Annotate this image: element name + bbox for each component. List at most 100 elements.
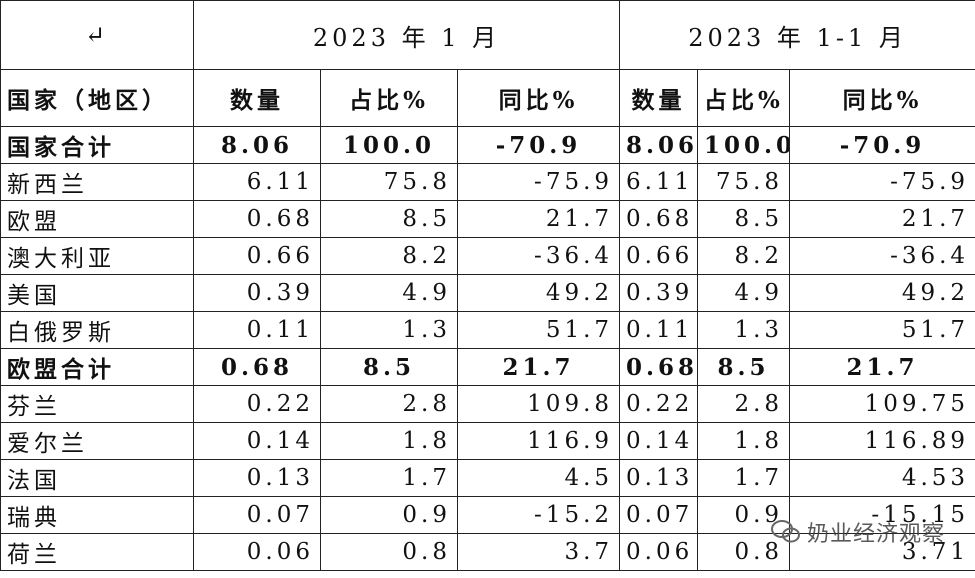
value-cell: 8.06 xyxy=(619,126,699,164)
table-row: 芬兰 0.22 2.8 109.8 0.22 2.8 109.75 xyxy=(0,385,975,423)
value-cell: 8.06 xyxy=(193,126,321,164)
value-cell: 8.5 xyxy=(320,348,458,386)
value-cell: 109.75 xyxy=(789,385,975,423)
value-cell: 0.66 xyxy=(619,237,699,275)
value-cell: 49.2 xyxy=(456,274,621,312)
value-cell: 8.2 xyxy=(697,237,791,275)
value-cell: 0.8 xyxy=(320,533,458,571)
value-cell: 116.9 xyxy=(456,422,621,460)
value-cell: 51.7 xyxy=(456,311,621,349)
region-cell: 法国 xyxy=(0,459,194,497)
region-cell: 荷兰 xyxy=(0,533,194,571)
value-cell: 0.06 xyxy=(619,533,699,571)
value-cell: 21.7 xyxy=(456,200,621,238)
value-cell: 0.9 xyxy=(697,496,791,534)
value-cell: 49.2 xyxy=(789,274,975,312)
value-cell: 6.11 xyxy=(193,163,321,201)
value-cell: 0.66 xyxy=(193,237,321,275)
value-cell: 0.22 xyxy=(619,385,699,423)
column-header: 占比% xyxy=(320,69,458,127)
value-cell: 0.07 xyxy=(619,496,699,534)
header-cell: ↵ xyxy=(0,0,194,70)
value-cell: 0.14 xyxy=(193,422,321,460)
value-cell: 1.7 xyxy=(697,459,791,497)
header-row: ↵ 2023 年 1 月 2023 年 1-1 月 xyxy=(0,0,975,70)
column-header-row: 国家（地区） 数量 占比% 同比% 数量 占比% 同比% xyxy=(0,69,975,127)
column-header: 占比% xyxy=(697,69,791,127)
value-cell: 0.39 xyxy=(619,274,699,312)
region-cell: 澳大利亚 xyxy=(0,237,194,275)
value-cell: 0.06 xyxy=(193,533,321,571)
value-cell: -36.4 xyxy=(456,237,621,275)
value-cell: 0.14 xyxy=(619,422,699,460)
value-cell: 0.68 xyxy=(619,200,699,238)
header-cell: 2023 年 1-1 月 xyxy=(619,0,975,70)
region-cell: 欧盟合计 xyxy=(0,348,194,386)
column-header: 同比% xyxy=(789,69,975,127)
region-cell: 美国 xyxy=(0,274,194,312)
table-row: 国家合计 8.06 100.0 -70.9 8.06 100.0 -70.9 xyxy=(0,126,975,164)
value-cell: 75.8 xyxy=(320,163,458,201)
region-cell: 爱尔兰 xyxy=(0,422,194,460)
value-cell: 0.22 xyxy=(193,385,321,423)
value-cell: 1.3 xyxy=(320,311,458,349)
value-cell: 0.68 xyxy=(193,348,321,386)
value-cell: -36.4 xyxy=(789,237,975,275)
value-cell: 0.9 xyxy=(320,496,458,534)
value-cell: 0.07 xyxy=(193,496,321,534)
column-header: 数量 xyxy=(193,69,321,127)
table-row: 新西兰 6.11 75.8 -75.9 6.11 75.8 -75.9 xyxy=(0,163,975,201)
value-cell: 4.5 xyxy=(456,459,621,497)
value-cell: 8.5 xyxy=(320,200,458,238)
value-cell: 2.8 xyxy=(320,385,458,423)
value-cell: 109.8 xyxy=(456,385,621,423)
value-cell: 0.68 xyxy=(193,200,321,238)
value-cell: -75.9 xyxy=(456,163,621,201)
value-cell: 0.8 xyxy=(697,533,791,571)
value-cell: -15.2 xyxy=(456,496,621,534)
value-cell: 75.8 xyxy=(697,163,791,201)
column-header: 国家（地区） xyxy=(0,69,194,127)
value-cell: 0.39 xyxy=(193,274,321,312)
value-cell: 2.8 xyxy=(697,385,791,423)
value-cell: 21.7 xyxy=(789,348,975,386)
value-cell: 1.8 xyxy=(320,422,458,460)
table-row: 美国 0.39 4.9 49.2 0.39 4.9 49.2 xyxy=(0,274,975,312)
table-row: 法国 0.13 1.7 4.5 0.13 1.7 4.53 xyxy=(0,459,975,497)
region-cell: 欧盟 xyxy=(0,200,194,238)
value-cell: 4.9 xyxy=(697,274,791,312)
table-row: 欧盟 0.68 8.5 21.7 0.68 8.5 21.7 xyxy=(0,200,975,238)
value-cell: 1.3 xyxy=(697,311,791,349)
value-cell: 116.89 xyxy=(789,422,975,460)
region-cell: 白俄罗斯 xyxy=(0,311,194,349)
value-cell: 1.7 xyxy=(320,459,458,497)
value-cell: 0.11 xyxy=(193,311,321,349)
table-row: 白俄罗斯 0.11 1.3 51.7 0.11 1.3 51.7 xyxy=(0,311,975,349)
region-cell: 新西兰 xyxy=(0,163,194,201)
table-row: 欧盟合计 0.68 8.5 21.7 0.68 8.5 21.7 xyxy=(0,348,975,386)
watermark: 奶业经济观察 xyxy=(770,516,945,548)
table-row: 爱尔兰 0.14 1.8 116.9 0.14 1.8 116.89 xyxy=(0,422,975,460)
value-cell: 21.7 xyxy=(789,200,975,238)
value-cell: -70.9 xyxy=(456,126,621,164)
table-row: 荷兰 0.06 0.8 3.7 0.06 0.8 3.71 xyxy=(0,533,975,571)
column-header: 同比% xyxy=(456,69,621,127)
table-row: 澳大利亚 0.66 8.2 -36.4 0.66 8.2 -36.4 xyxy=(0,237,975,275)
value-cell: 8.5 xyxy=(697,200,791,238)
value-cell: 3.7 xyxy=(456,533,621,571)
value-cell: 8.5 xyxy=(697,348,791,386)
value-cell: 100.0 xyxy=(320,126,458,164)
value-cell: 6.11 xyxy=(619,163,699,201)
value-cell: 100.0 xyxy=(697,126,791,164)
value-cell: 0.13 xyxy=(193,459,321,497)
value-cell: 4.53 xyxy=(789,459,975,497)
value-cell: 1.8 xyxy=(697,422,791,460)
column-header: 数量 xyxy=(619,69,699,127)
value-cell: 0.13 xyxy=(619,459,699,497)
value-cell: 8.2 xyxy=(320,237,458,275)
region-cell: 瑞典 xyxy=(0,496,194,534)
value-cell: 21.7 xyxy=(456,348,621,386)
